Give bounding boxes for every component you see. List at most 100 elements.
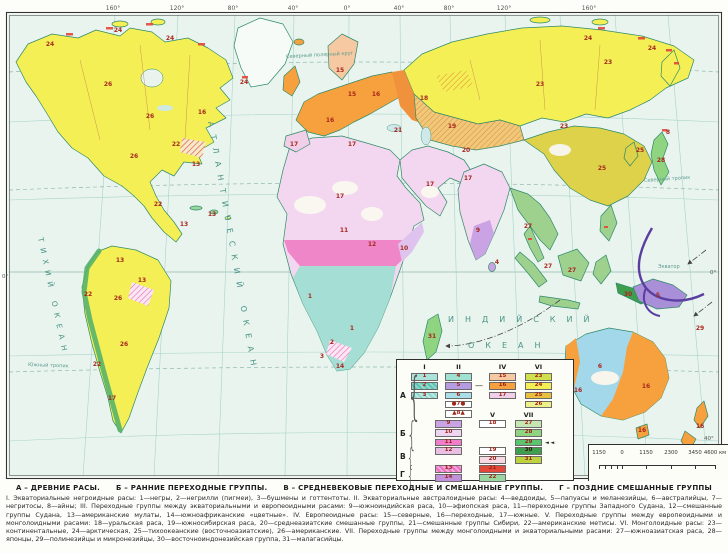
- longitude-label: 0°: [344, 5, 351, 12]
- region-number-label: 13: [138, 277, 146, 284]
- line-label: Северный полярный круг: [286, 49, 354, 60]
- legend-swatch-14: 14: [435, 474, 462, 482]
- legend-swatch-24: 24: [525, 382, 552, 390]
- region-number-label: 17: [348, 141, 356, 148]
- new-zealand: [693, 400, 709, 429]
- legend-swatch-1: 1: [411, 373, 438, 381]
- region-number-label: 8: [666, 129, 670, 136]
- legend-swatch-3: 3: [411, 391, 438, 400]
- longitude-label: 120°: [497, 5, 511, 12]
- middle-east: [399, 145, 473, 217]
- region-number-label: 4: [495, 259, 499, 266]
- line-label: Экватор: [658, 264, 680, 270]
- region-number-label: 31: [428, 333, 436, 340]
- legend-swatch-11: 11: [435, 438, 462, 447]
- legend-swatch-28: 28: [515, 429, 542, 437]
- region-number-label: 26: [130, 153, 138, 160]
- legend-group-letter: А: [400, 391, 406, 400]
- legend-swatch-15: 15: [489, 373, 516, 381]
- legend-group-letter: Г: [400, 469, 405, 479]
- longitude-label: 80°: [444, 5, 455, 12]
- legend-column-header: I: [423, 363, 426, 371]
- scale-tick-label: 4600 км: [703, 450, 727, 456]
- line-label: Южный тропик: [28, 361, 69, 369]
- region-number-label: 1: [350, 325, 354, 332]
- race-boundary-branch: [642, 287, 661, 317]
- region-number-label: 16: [574, 387, 582, 394]
- japan: [650, 131, 670, 186]
- legend-swatch-13: 13: [435, 465, 462, 473]
- southeast-asia: [509, 187, 559, 251]
- region-number-label: 16: [638, 427, 646, 434]
- map-frame-outer: [5, 11, 723, 480]
- legend-swatch-12: 12: [435, 447, 462, 455]
- region-number-label: 18: [420, 95, 428, 102]
- region-number-label: 24: [166, 35, 174, 42]
- region-number-label: 15: [348, 91, 356, 98]
- longitude-label: 120°: [170, 5, 184, 12]
- region-number-label: 27: [524, 223, 532, 230]
- line-label: Северный тропик: [644, 174, 691, 184]
- legend-swatch-30: 30: [515, 447, 542, 455]
- scale-bar-line: [599, 465, 715, 469]
- region-number-label: 19: [448, 123, 456, 130]
- region-number-label: 30: [624, 291, 632, 298]
- region-number-label: 22: [154, 201, 162, 208]
- region-number-label: 24: [648, 45, 656, 52]
- latitude-label: 0°: [710, 270, 716, 276]
- scale-tick: [611, 465, 612, 469]
- migration-routes: [445, 249, 713, 349]
- region-number-label: 17: [426, 181, 434, 188]
- greenland: [233, 17, 294, 88]
- legend-group-brace: {: [407, 443, 415, 472]
- longitude-label: 40°: [288, 5, 299, 12]
- legend-swatch-18: 18: [479, 420, 506, 428]
- region-number-label: 20: [462, 147, 470, 154]
- scale-tick: [617, 465, 618, 469]
- region-number-label: 25: [598, 165, 606, 172]
- legend-swatch-9: 9: [435, 420, 462, 428]
- region-number-label: 26: [146, 113, 154, 120]
- region-number-label: 13: [180, 221, 188, 228]
- region-number-label: 28: [657, 157, 665, 164]
- region-number-label: 11: [340, 227, 348, 234]
- region-number-label: 15: [336, 67, 344, 74]
- region-number-label: 3: [320, 353, 324, 360]
- legend-swatch-6: 6: [445, 391, 472, 400]
- north-america: [15, 27, 234, 243]
- legend-group-brace: {: [407, 415, 417, 455]
- legend-group-letter: Б: [400, 429, 406, 438]
- legend-swatch-27: 27: [515, 420, 542, 428]
- legend-column-header: VI: [534, 363, 543, 371]
- scale-tick-label: 0: [620, 450, 624, 456]
- region-number-label: 23: [604, 59, 612, 66]
- indonesia: [514, 204, 618, 310]
- region-number-label: 26: [120, 341, 128, 348]
- region-number-label: 5: [656, 292, 660, 299]
- region-number-label: 10: [400, 245, 408, 252]
- scale-tick: [605, 465, 606, 469]
- legend-extra-symbol: —: [475, 381, 483, 391]
- region-number-label: 17: [336, 193, 344, 200]
- region-number-label: 24: [46, 41, 54, 48]
- legend-swatch-8: ▲8▲: [445, 410, 472, 418]
- region-number-label: 14: [336, 363, 344, 370]
- legend-swatch-26: 26: [525, 400, 552, 409]
- legend-column-header: II: [456, 363, 461, 371]
- region-number-label: 13: [208, 211, 216, 218]
- region-number-label: 23: [560, 123, 568, 130]
- legend-swatch-23: 23: [525, 373, 552, 381]
- latitude-label: 0°: [2, 274, 8, 280]
- longitude-label: 160°: [582, 5, 596, 12]
- region-number-label: 21: [394, 127, 402, 134]
- region-number-label: 16: [372, 91, 380, 98]
- scale-tick: [599, 465, 600, 469]
- region-number-label: 24: [114, 27, 122, 34]
- scale-tick: [695, 465, 696, 469]
- legend-swatch-4: 4: [445, 373, 472, 381]
- region-number-label: 13: [116, 257, 124, 264]
- legend-swatch-19: 19: [479, 447, 506, 455]
- region-number-label: 26: [104, 81, 112, 88]
- region-number-label: 16: [326, 117, 334, 124]
- madagascar: [422, 313, 443, 361]
